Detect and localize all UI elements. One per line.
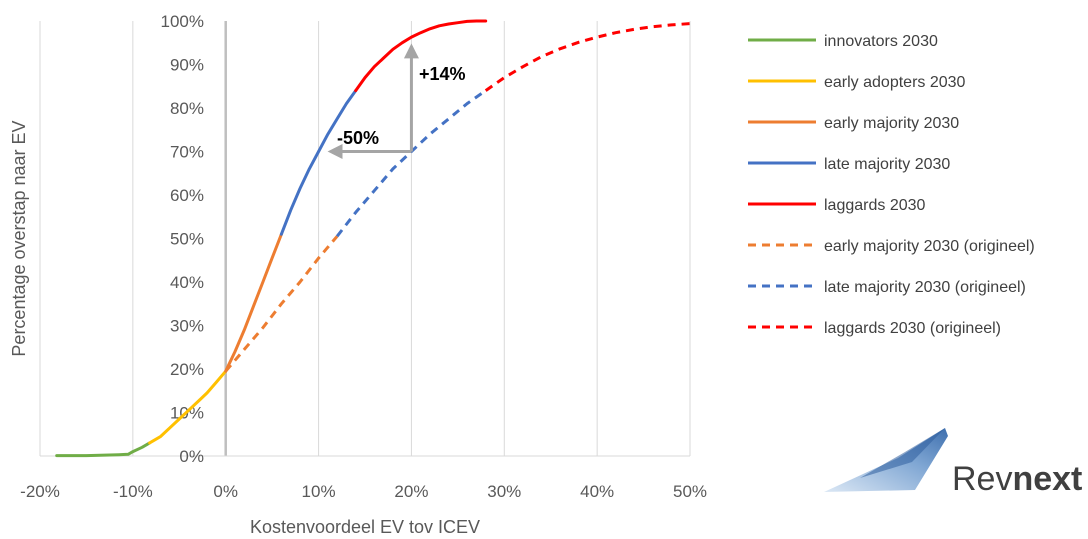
x-tick-label: -10%	[113, 482, 153, 501]
series-line-0	[55, 441, 152, 458]
series-line-4	[354, 19, 488, 93]
x-tick-label: 20%	[394, 482, 428, 501]
legend-label-5: early majority 2030 (origineel)	[824, 238, 1035, 255]
x-tick-label: 40%	[580, 482, 614, 501]
grid-lines	[39, 21, 691, 456]
series-line-5	[224, 235, 339, 373]
y-tick-label: 80%	[170, 99, 204, 118]
series-line-2	[224, 232, 283, 373]
legend-label-7: laggards 2030 (origineel)	[824, 320, 1001, 337]
series-line-1	[148, 369, 228, 445]
legend: innovators 2030 early adopters 2030 early …	[748, 33, 1035, 337]
y-axis-title: Percentage overstap naar EV	[9, 120, 29, 356]
y-tick-label: 50%	[170, 230, 204, 249]
x-tick-label: 0%	[213, 482, 238, 501]
annotation-label-plus14: +14%	[419, 64, 466, 84]
y-tick-label: 60%	[170, 186, 204, 205]
y-tick-label: 20%	[170, 360, 204, 379]
x-tick-label: 30%	[487, 482, 521, 501]
legend-label-6: late majority 2030 (origineel)	[824, 279, 1026, 296]
x-tick-label: 10%	[302, 482, 336, 501]
legend-label-1: early adopters 2030	[824, 74, 966, 91]
y-tick-label: 70%	[170, 143, 204, 162]
annotation-label-minus50: -50%	[337, 128, 379, 148]
series-line-3	[279, 89, 358, 236]
y-tick-label: 0%	[179, 447, 204, 466]
annotations: -50% +14%	[327, 43, 466, 159]
y-tick-label: 30%	[170, 317, 204, 336]
legend-label-0: innovators 2030	[824, 33, 938, 50]
revnext-logo: Revnext	[824, 428, 1082, 498]
series-group	[55, 19, 691, 458]
series-line-7	[484, 22, 691, 92]
logo-text: Revnext	[952, 460, 1082, 498]
x-tick-label: 50%	[673, 482, 707, 501]
legend-label-2: early majority 2030	[824, 115, 959, 132]
legend-label-4: laggards 2030	[824, 197, 926, 214]
x-axis-title: Kostenvoordeel EV tov ICEV	[250, 517, 480, 537]
axes: -20% -10% 0% 10% 20% 30% 40% 50%0%10%20%30%40%5…	[9, 12, 707, 537]
logo-swoosh-icon	[824, 428, 948, 492]
y-tick-label: 100%	[161, 12, 204, 31]
y-tick-label: 40%	[170, 273, 204, 292]
x-tick-label: -20%	[20, 482, 60, 501]
legend-label-3: late majority 2030	[824, 156, 950, 173]
y-tick-label: 90%	[170, 56, 204, 75]
